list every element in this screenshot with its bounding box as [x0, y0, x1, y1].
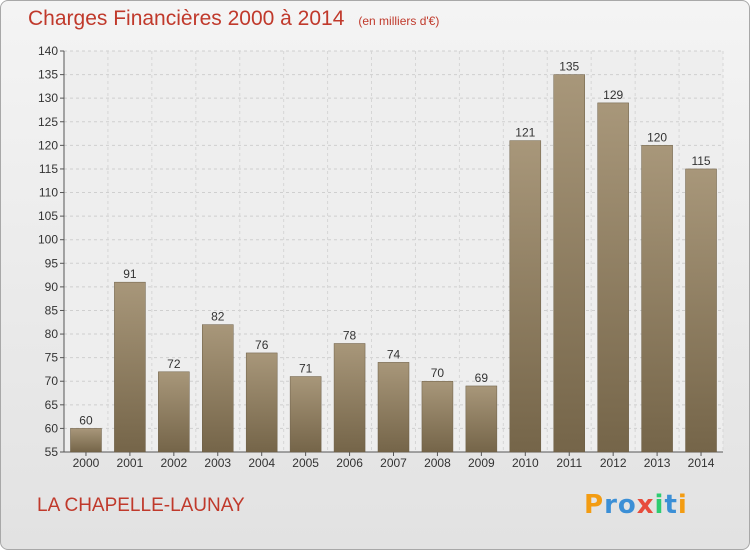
y-tick-label: 90	[45, 280, 59, 294]
logo-letter: t	[664, 490, 678, 520]
value-label: 91	[123, 267, 137, 281]
value-label: 69	[475, 371, 489, 385]
y-tick-label: 85	[45, 303, 59, 317]
bar-2008	[421, 380, 454, 453]
logo-letter: r	[604, 490, 618, 520]
value-label: 135	[559, 60, 579, 74]
value-label: 121	[515, 126, 535, 140]
x-tick-label: 2007	[380, 456, 407, 470]
x-tick-label: 2004	[248, 456, 275, 470]
x-tick-label: 2008	[424, 456, 451, 470]
x-tick-label: 2014	[688, 456, 715, 470]
y-tick-label: 115	[39, 162, 58, 176]
bar-2000	[70, 428, 102, 453]
value-label: 70	[431, 366, 445, 380]
value-label: 60	[79, 413, 93, 427]
value-label: 72	[167, 357, 181, 371]
x-tick-label: 2005	[292, 456, 319, 470]
y-tick-label: 65	[45, 398, 59, 412]
bar-2001	[114, 281, 146, 453]
y-tick-label: 55	[45, 445, 59, 459]
logo-letter: x	[636, 490, 655, 520]
y-tick-label: 140	[38, 44, 58, 58]
x-tick-label: 2006	[336, 456, 363, 470]
value-label: 78	[343, 328, 357, 342]
proxiti-logo: Proxiti	[584, 490, 688, 520]
bar-2005	[289, 376, 322, 453]
bar-2013	[641, 145, 673, 453]
chart-title-text: Charges Financières 2000 à 2014	[28, 7, 345, 30]
x-tick-label: 2003	[204, 456, 231, 470]
bar-2002	[158, 371, 190, 453]
y-tick-label: 100	[38, 233, 58, 247]
value-label: 74	[387, 347, 401, 361]
bar-2009	[465, 385, 498, 453]
y-tick-label: 130	[38, 91, 58, 105]
x-tick-label: 2000	[73, 456, 100, 470]
y-tick-label: 135	[38, 68, 58, 82]
x-tick-label: 2009	[468, 456, 495, 470]
y-tick-label: 105	[38, 209, 58, 223]
chart-subtitle: (en milliers d'€)	[358, 14, 440, 28]
value-label: 115	[691, 154, 710, 168]
value-label: 76	[255, 338, 269, 352]
logo-letter: P	[584, 490, 605, 520]
commune-name: LA CHAPELLE-LAUNAY	[37, 495, 245, 516]
value-label: 129	[603, 88, 623, 102]
y-tick-label: 120	[38, 138, 58, 152]
logo-letter: o	[617, 490, 637, 520]
bar-2006	[333, 343, 366, 453]
bars	[70, 74, 717, 453]
bar-2010	[509, 140, 542, 453]
logo-letter: i	[677, 490, 688, 520]
bar-2011	[553, 74, 585, 453]
value-label: 82	[211, 310, 225, 324]
value-labels: 60 91 72 82 76 71 78 74 70 69 121 135 129 120 115	[79, 60, 711, 428]
bar-2004	[245, 352, 278, 453]
value-label: 120	[647, 130, 667, 144]
value-label: 71	[299, 362, 313, 376]
logo-letter: i	[654, 490, 665, 520]
y-tick-label: 125	[38, 115, 58, 129]
x-tick-label: 2011	[556, 456, 582, 470]
x-tick-label: 2012	[600, 456, 627, 470]
bar-2007	[377, 362, 410, 453]
y-tick-label: 80	[45, 327, 59, 341]
x-tick-label: 2010	[512, 456, 539, 470]
x-tick-label: 2002	[160, 456, 187, 470]
y-tick-label: 70	[45, 374, 59, 388]
y-tick-label: 60	[45, 421, 59, 435]
y-tick-label: 110	[39, 186, 58, 200]
chart-title: Charges Financières 2000 à 2014 (en milli…	[28, 7, 439, 31]
y-tick-label: 75	[45, 351, 59, 365]
bar-2012	[597, 102, 629, 453]
bar-2003	[202, 324, 234, 453]
y-tick-label: 95	[45, 256, 59, 270]
x-tick-label: 2001	[117, 456, 144, 470]
bar-2014	[685, 168, 717, 453]
x-tick-label: 2013	[644, 456, 671, 470]
